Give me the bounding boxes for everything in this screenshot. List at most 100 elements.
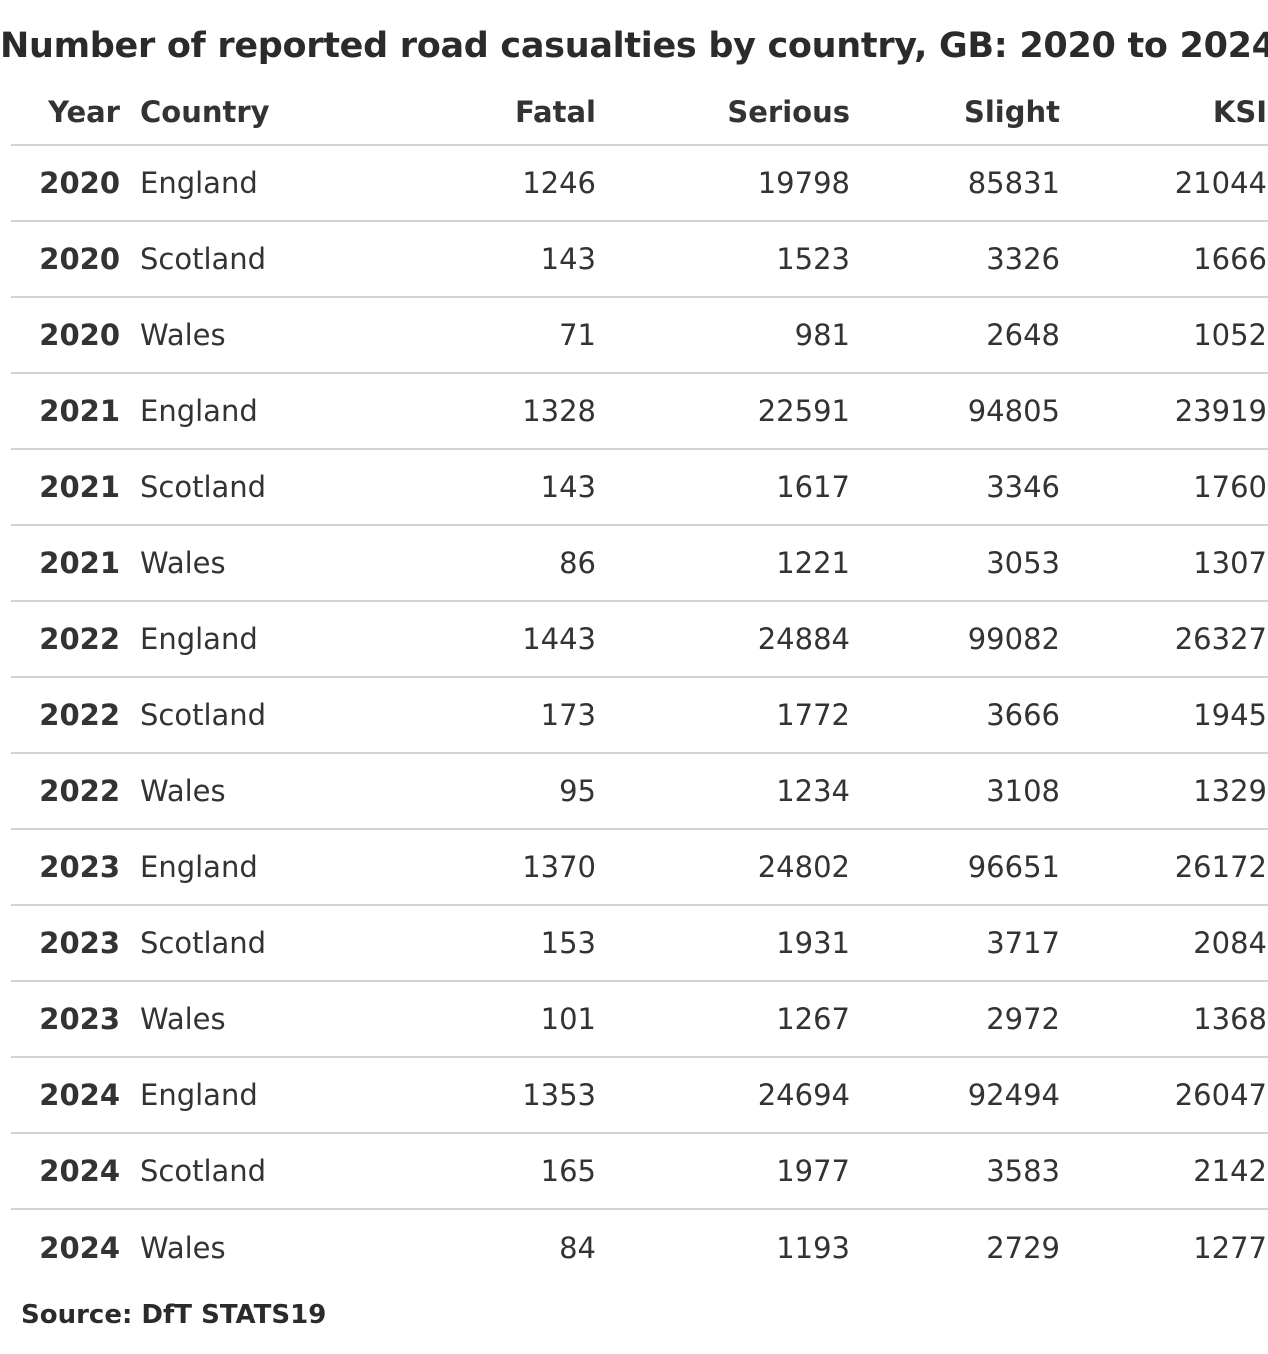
cell-fatal: 86: [340, 525, 596, 602]
cell-slight: 92494: [850, 1057, 1060, 1134]
cell-serious: 1267: [596, 981, 850, 1058]
cell-slight: 99082: [850, 601, 1060, 678]
cell-country: England: [120, 373, 340, 450]
cell-fatal: 173: [340, 677, 596, 754]
cell-slight: 3326: [850, 221, 1060, 298]
cell-year: 2022: [11, 677, 120, 754]
cell-serious: 24802: [596, 829, 850, 906]
cell-ksi: 26047: [1060, 1057, 1268, 1134]
cell-serious: 24884: [596, 601, 850, 678]
cell-ksi: 26172: [1060, 829, 1268, 906]
cell-fatal: 84: [559, 1230, 596, 1265]
cell-fatal: 1370: [340, 829, 596, 906]
cell-year: 2022: [11, 753, 120, 830]
cell-country: Scotland: [120, 221, 340, 298]
cell-ksi: 2084: [1060, 905, 1268, 982]
table-row: 2023 England 1370 24802 96651 26172: [11, 829, 1268, 906]
column-header-serious: Serious: [596, 80, 850, 146]
cell-fatal: 1353: [340, 1057, 596, 1134]
cell-country: Scotland: [120, 677, 340, 754]
cell-year: 2023: [11, 829, 120, 906]
cell-ksi: 1945: [1060, 677, 1268, 754]
cell-ksi: 1760: [1060, 449, 1268, 526]
cell-slight: 3053: [850, 525, 1060, 602]
cell-slight: 85831: [850, 145, 1060, 222]
cell-country: Wales: [120, 297, 340, 374]
cell-slight: 2648: [850, 297, 1060, 374]
table-header: Year Country Fatal Serious Slight KSI: [11, 80, 1268, 146]
source-note: Source: DfT STATS19: [21, 1300, 327, 1330]
cell-year: 2020: [11, 221, 120, 298]
cell-fatal: 1246: [340, 145, 596, 222]
column-header-country: Country: [120, 80, 340, 146]
cell-slight: 3583: [850, 1133, 1060, 1210]
cell-ksi: 23919: [1060, 373, 1268, 450]
cell-ksi: 1666: [1060, 221, 1268, 298]
cell-slight: 3108: [850, 753, 1060, 830]
cell-fatal: 101: [340, 981, 596, 1058]
cell-year: 2024: [11, 1133, 120, 1210]
cell-ksi: 26327: [1060, 601, 1268, 678]
cell-year: 2021: [11, 449, 120, 526]
cell-ksi: 1277: [1193, 1230, 1267, 1265]
table-row: 2023 Scotland 153 1931 3717 2084: [11, 905, 1268, 982]
cell-year: 2024: [39, 1230, 120, 1265]
table-row: 2024 Scotland 165 1977 3583 2142: [11, 1133, 1268, 1210]
casualties-table: Year Country Fatal Serious Slight KSI 20…: [11, 80, 1268, 1285]
table-row: 2022 Scotland 173 1772 3666 1945: [11, 677, 1268, 754]
cell-year: 2020: [11, 145, 120, 222]
cell-serious: 981: [596, 297, 850, 374]
cell-slight: 96651: [850, 829, 1060, 906]
cell-year: 2023: [11, 981, 120, 1058]
cell-year: 2023: [11, 905, 120, 982]
cell-ksi: 2142: [1060, 1133, 1268, 1210]
table-row: 2023 Wales 101 1267 2972 1368: [11, 981, 1268, 1058]
table-row: 2021 England 1328 22591 94805 23919: [11, 373, 1268, 450]
table-row: 2022 Wales 95 1234 3108 1329: [11, 753, 1268, 830]
cell-serious: 1523: [596, 221, 850, 298]
cell-country: Wales: [120, 981, 340, 1058]
cell-slight: 3717: [850, 905, 1060, 982]
cell-ksi: 1052: [1060, 297, 1268, 374]
cell-serious: 19798: [596, 145, 850, 222]
cell-ksi: 21044: [1060, 145, 1268, 222]
cell-fatal: 1328: [340, 373, 596, 450]
cell-fatal: 143: [340, 449, 596, 526]
cell-ksi: 1368: [1060, 981, 1268, 1058]
table-row: 2020 England 1246 19798 85831 21044: [11, 145, 1268, 222]
column-header-ksi: KSI: [1060, 80, 1268, 146]
cell-fatal: 1443: [340, 601, 596, 678]
column-header-fatal: Fatal: [340, 80, 596, 146]
cell-serious: 1193: [776, 1230, 850, 1265]
cell-year: 2020: [11, 297, 120, 374]
table-row: 2020 Wales 71 981 2648 1052: [11, 297, 1268, 374]
cell-ksi: 1329: [1060, 753, 1268, 830]
header-row: Year Country Fatal Serious Slight KSI: [11, 80, 1268, 146]
cell-country: England: [120, 145, 340, 222]
cell-country: England: [120, 1057, 340, 1134]
cell-slight: 3666: [850, 677, 1060, 754]
cell-fatal: 95: [340, 753, 596, 830]
cell-year: 2022: [11, 601, 120, 678]
cell-country: Wales: [140, 1230, 226, 1265]
cell-slight: 2729: [986, 1230, 1060, 1265]
cell-country: Scotland: [120, 449, 340, 526]
cell-country: Wales: [120, 753, 340, 830]
cell-serious: 1617: [596, 449, 850, 526]
cell-serious: 1977: [596, 1133, 850, 1210]
table-title: Number of reported road casualties by co…: [0, 26, 1268, 66]
table-row: 2024 Wales 84 1193 2729 1277: [11, 1209, 1268, 1285]
column-header-year: Year: [11, 80, 120, 146]
cell-slight: 94805: [850, 373, 1060, 450]
cell-country: Wales: [120, 525, 340, 602]
table-body: 2020 England 1246 19798 85831 21044 2020 Scotla…: [11, 145, 1268, 1285]
cell-serious: 1221: [596, 525, 850, 602]
cell-serious: 22591: [596, 373, 850, 450]
cell-year: 2024: [11, 1057, 120, 1134]
cell-fatal: 165: [340, 1133, 596, 1210]
cell-country: England: [120, 829, 340, 906]
table-row: 2024 England 1353 24694 92494 26047: [11, 1057, 1268, 1134]
cell-fatal: 71: [340, 297, 596, 374]
column-header-slight: Slight: [850, 80, 1060, 146]
cell-slight: 3346: [850, 449, 1060, 526]
